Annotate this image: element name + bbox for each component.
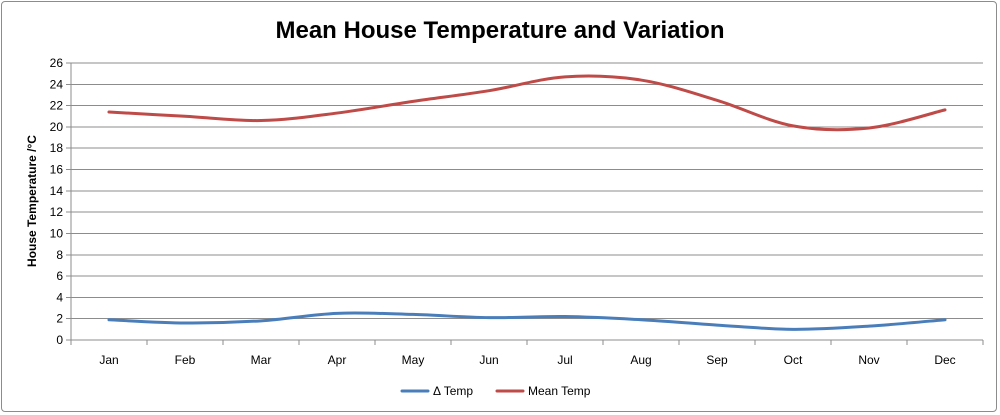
legend-label: Mean Temp (528, 384, 591, 398)
series-lines (107, 74, 947, 331)
y-tick-label: 20 (50, 120, 64, 134)
x-tick-label: Jul (557, 353, 572, 367)
y-tick-label: 2 (56, 312, 63, 326)
y-tick-label: 8 (56, 248, 63, 262)
y-tick-label: 18 (50, 141, 64, 155)
x-tick-label: May (402, 353, 425, 367)
x-tick-label: Mar (251, 353, 272, 367)
y-axis-label: House Temperature /°C (25, 135, 39, 267)
y-tick-label: 6 (56, 269, 63, 283)
y-tick-label: 0 (56, 333, 63, 347)
legend: Δ Temp Mean Temp (400, 384, 591, 398)
y-tick-label: 12 (50, 205, 64, 219)
y-tick-label: 26 (50, 56, 64, 70)
series-line-1 (107, 74, 947, 132)
x-tick-label: Dec (934, 353, 955, 367)
x-tick-label: Feb (175, 353, 196, 367)
x-tick-label: Jun (479, 353, 498, 367)
x-tick-label: Nov (858, 353, 879, 367)
y-tick-label: 4 (56, 290, 63, 304)
x-tick-label: Aug (630, 353, 651, 367)
axes (66, 62, 984, 345)
y-tick-label: 22 (50, 99, 64, 113)
x-tick-label: Apr (328, 353, 347, 367)
legend-label: Δ Temp (433, 384, 473, 398)
x-tick-label: Jan (99, 353, 118, 367)
x-tick-label: Oct (784, 353, 803, 367)
y-tick-label: 16 (50, 163, 64, 177)
y-tick-label: 10 (50, 226, 64, 240)
chart-title: Mean House Temperature and Variation (275, 17, 724, 44)
series-line-0 (107, 311, 947, 331)
y-tick-label: 24 (50, 77, 64, 91)
y-tick-label: 14 (50, 184, 64, 198)
x-tick-label: Sep (706, 353, 728, 367)
gridlines (71, 62, 983, 320)
x-tick-labels: Jan Feb Mar Apr May Jun Jul Aug Sep Oct Nov Dec (99, 353, 955, 367)
